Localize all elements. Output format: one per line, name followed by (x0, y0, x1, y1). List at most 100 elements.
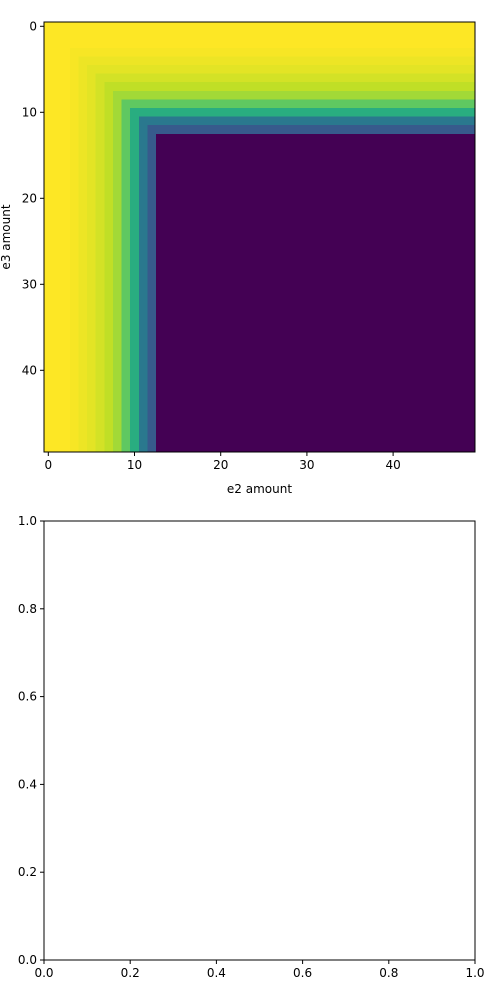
heatmap-cell (121, 90, 131, 100)
heatmap-cell (199, 228, 209, 238)
heatmap-cell (61, 151, 71, 160)
heatmap-cell (173, 271, 183, 281)
heatmap-cell (181, 56, 191, 66)
heatmap-cell (69, 65, 79, 74)
heatmap-cell (44, 314, 54, 324)
heatmap-cell (87, 288, 97, 298)
heatmap-cell (52, 228, 62, 238)
heatmap-cell (302, 297, 312, 307)
heatmap-cell (242, 331, 252, 341)
heatmap-cell (397, 331, 407, 341)
heatmap-cell (78, 348, 88, 358)
heatmap-cell (164, 202, 174, 212)
heatmap-cell (414, 30, 424, 40)
heatmap-cell (95, 108, 105, 117)
heatmap-cell (216, 314, 226, 324)
heatmap-cell (406, 39, 416, 49)
heatmap-cell (104, 56, 114, 66)
heatmap-cell (44, 262, 54, 272)
heatmap-cell (293, 305, 303, 315)
heatmap-cell (216, 108, 226, 117)
heatmap-cell (457, 151, 467, 160)
heatmap-cell (337, 159, 347, 169)
heatmap-cell (328, 297, 338, 307)
heatmap-cell (199, 357, 209, 367)
heatmap-cell (319, 374, 329, 384)
heatmap-cell (87, 340, 97, 350)
heatmap-cell (449, 219, 459, 229)
heatmap-cell (354, 125, 364, 135)
heatmap-cell (319, 280, 329, 289)
heatmap-cell (337, 323, 347, 332)
heatmap-cell (190, 202, 200, 212)
heatmap-cell (328, 108, 338, 117)
heatmap-cell (95, 219, 105, 229)
heatmap-cell (216, 151, 226, 160)
heatmap-cell (319, 159, 329, 169)
heatmap-cell (216, 417, 226, 427)
heatmap-cell (259, 219, 269, 229)
heatmap-cell (190, 366, 200, 375)
heatmap-cell (423, 443, 433, 453)
heatmap-cell (276, 168, 286, 178)
heatmap-cell (457, 374, 467, 384)
heatmap-cell (207, 357, 217, 367)
heatmap-cell (466, 417, 476, 427)
heatmap-cell (423, 340, 433, 350)
heatmap-cell (362, 185, 372, 195)
heatmap-cell (52, 202, 62, 212)
heatmap-cell (414, 426, 424, 436)
heatmap-cell (311, 426, 321, 436)
heatmap-cell (371, 185, 381, 195)
heatmap-cell (371, 30, 381, 40)
heatmap-cell (440, 357, 450, 367)
heatmap-cell (147, 202, 157, 212)
heatmap-cell (354, 323, 364, 332)
heatmap-cell (216, 323, 226, 332)
heatmap-cell (319, 116, 329, 126)
heatmap-cell (250, 159, 260, 169)
heatmap-cell (440, 409, 450, 418)
heatmap-cell (354, 409, 364, 418)
heatmap-cell (250, 280, 260, 289)
heatmap-cell (345, 314, 355, 324)
heatmap-cell (181, 176, 191, 186)
heatmap-cell (104, 366, 114, 375)
heatmap-cell (354, 56, 364, 66)
heatmap-cell (423, 142, 433, 152)
empty-plot-y-ticks: 0.00.20.40.60.81.0 (18, 514, 44, 967)
heatmap-cell (121, 65, 131, 74)
heatmap-cell (302, 280, 312, 289)
heatmap-cell (69, 82, 79, 92)
heatmap-cell (388, 30, 398, 40)
heatmap-cell (328, 288, 338, 298)
heatmap-cell (225, 288, 235, 298)
heatmap-cell (380, 56, 390, 66)
heatmap-cell (345, 383, 355, 393)
heatmap-cell (293, 280, 303, 289)
heatmap-cell (276, 133, 286, 143)
heatmap-cell (466, 159, 476, 169)
heatmap-cell (293, 348, 303, 358)
heatmap-cell (302, 254, 312, 264)
heatmap-cell (354, 108, 364, 117)
heatmap-cell (397, 90, 407, 100)
heatmap-cell (259, 417, 269, 427)
heatmap-cell (388, 108, 398, 117)
heatmap-cell (78, 237, 88, 246)
heatmap-cell (199, 99, 209, 109)
heatmap-cell (354, 383, 364, 393)
heatmap-cell (345, 443, 355, 453)
heatmap-cell (423, 194, 433, 203)
heatmap-cell (181, 82, 191, 92)
heatmap-cell (414, 211, 424, 221)
heatmap-cell (302, 90, 312, 100)
heatmap-cell (328, 22, 338, 31)
heatmap-cell (225, 82, 235, 92)
heatmap-cell (44, 194, 54, 203)
heatmap-cell (414, 237, 424, 246)
heatmap-cell (147, 400, 157, 410)
heatmap-cell (233, 443, 243, 453)
heatmap-cell (328, 331, 338, 341)
heatmap-cell (164, 108, 174, 117)
